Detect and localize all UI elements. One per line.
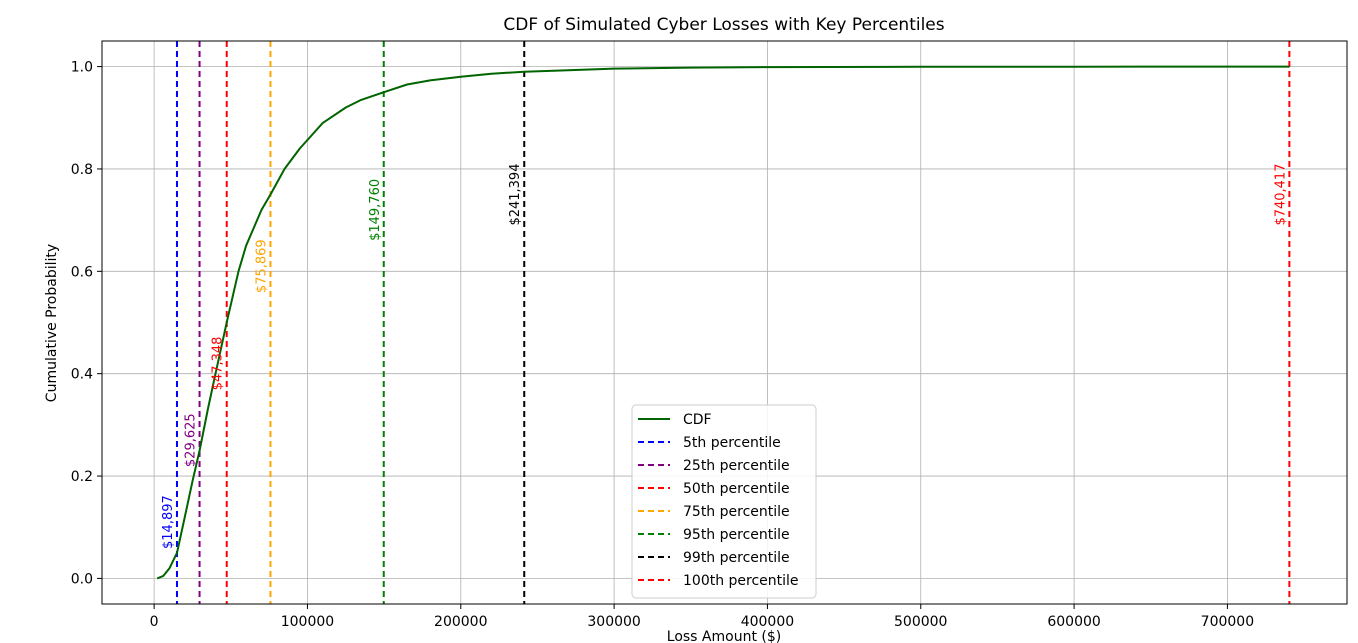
y-tick-label: 0.4 (71, 367, 93, 383)
x-tick-label: 700000 (1201, 614, 1254, 630)
legend-label: CDF (683, 412, 712, 428)
y-tick-label: 1.0 (71, 60, 93, 76)
percentile-label: $740,417 (1273, 164, 1288, 226)
legend-label: 50th percentile (683, 481, 790, 497)
percentile-label: $14,897 (161, 495, 176, 549)
legend-box (631, 404, 817, 599)
percentile-label: $47,348 (211, 337, 226, 391)
percentile-label: $149,760 (368, 179, 383, 241)
series-layer (156, 65, 1290, 580)
legend-label: 25th percentile (683, 458, 790, 474)
x-tick-label: 600000 (1047, 614, 1100, 630)
legend-label: 95th percentile (683, 527, 790, 543)
percentile-labels: $14,897 $29,625 $47,348 $75,869 $149,760 $241… (161, 164, 1288, 549)
percentile-lines (175, 41, 1291, 604)
legend-label: 75th percentile (683, 504, 790, 520)
legend-label: 99th percentile (683, 550, 790, 566)
axis-ticks: 0 100000 200000 300000 400000 500000 600000 700… (71, 60, 1254, 630)
legend-label: 100th percentile (683, 573, 799, 589)
y-tick-label: 0.6 (71, 264, 93, 280)
plot-frame (101, 40, 1348, 605)
x-tick-label: 200000 (434, 614, 487, 630)
percentile-label: $29,625 (184, 413, 199, 467)
y-axis-label: Cumulative Probability (44, 244, 60, 402)
x-tick-label: 300000 (587, 614, 640, 630)
legend-label: 5th percentile (683, 435, 781, 451)
x-tick-label: 500000 (894, 614, 947, 630)
chart-title: CDF of Simulated Cyber Losses with Key P… (503, 15, 944, 35)
x-tick-label: 400000 (741, 614, 794, 630)
x-tick-label: 100000 (281, 614, 334, 630)
y-tick-label: 0.8 (71, 162, 93, 178)
percentile-label: $75,869 (254, 239, 269, 293)
x-axis-label: Loss Amount ($) (667, 629, 781, 643)
x-tick-label: 0 (150, 614, 159, 630)
legend: CDF 5th percentile 25th percentile 50th per… (631, 404, 817, 599)
cdf-line (156, 65, 1290, 580)
percentile-label: $241,394 (508, 164, 523, 226)
y-tick-label: 0.0 (71, 571, 93, 587)
y-tick-label: 0.2 (71, 469, 93, 485)
